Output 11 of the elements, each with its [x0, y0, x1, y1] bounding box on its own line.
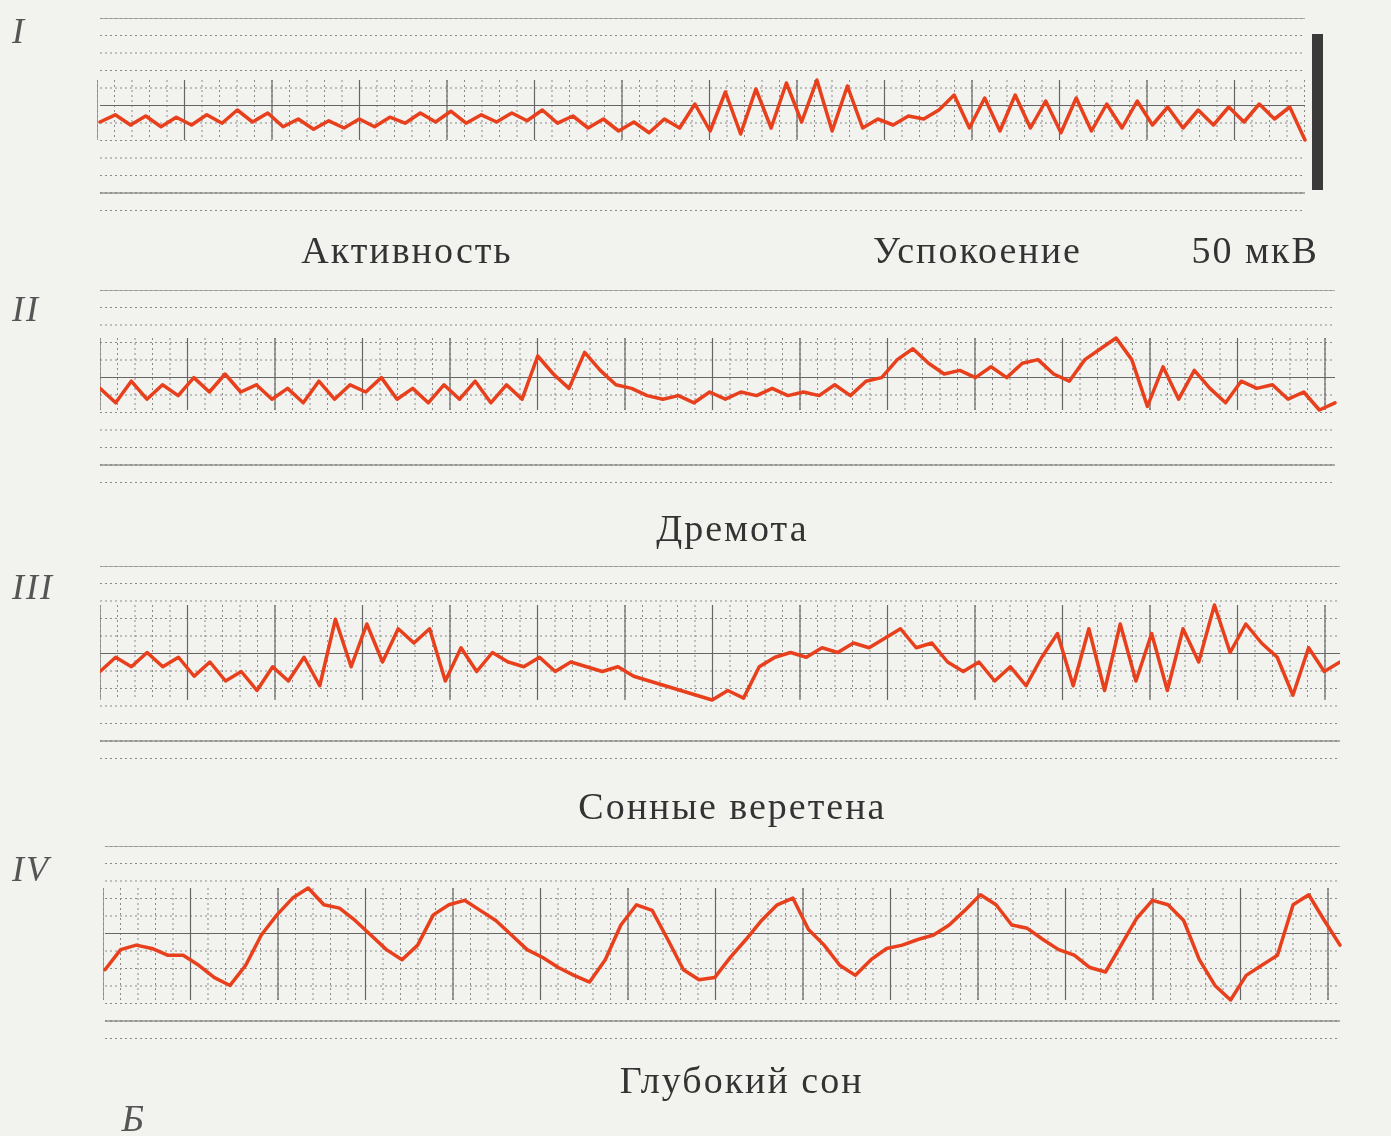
text: Глубокий сон: [619, 1058, 864, 1102]
chart-title: I: [12, 10, 26, 52]
text: Сонные веретена: [578, 784, 887, 828]
text: Б: [121, 1096, 147, 1136]
text: Дремота: [656, 506, 809, 550]
chart-title: III: [12, 566, 54, 608]
text: Активность: [301, 228, 513, 272]
text: Успокоение: [872, 228, 1082, 272]
chart-title: IV: [12, 848, 50, 890]
chart-title: II: [12, 288, 40, 330]
text: 50 мкВ: [1191, 228, 1319, 272]
